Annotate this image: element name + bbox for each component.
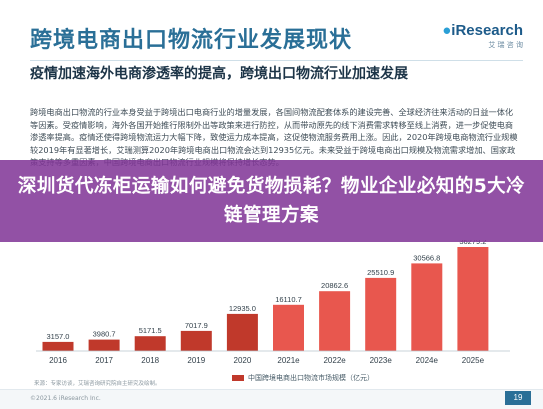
value-label-2016: 3157.0 (47, 332, 70, 341)
category-label-2017: 2017 (95, 356, 113, 365)
bar-2023e (365, 277, 397, 351)
value-label-2025e: 36279.2 (459, 240, 486, 246)
category-label-2016: 2016 (49, 356, 67, 365)
page-number-badge: 19 (505, 391, 531, 405)
bar-2024e (411, 263, 443, 351)
value-label-2021e: 16110.7 (275, 295, 302, 304)
bar-2017 (88, 339, 120, 351)
bar-2016 (42, 341, 74, 351)
category-label-2019: 2019 (187, 356, 205, 365)
headline-banner-text[interactable]: 深圳货代冻柜运输如何避免货物损耗？物业企业必知的5大冷链管理方案 (17, 176, 526, 226)
title-divider (30, 60, 523, 61)
brand-name-text: iResearch (451, 22, 523, 39)
bar-2019 (180, 330, 212, 351)
value-label-2024e: 30566.8 (413, 253, 440, 262)
section-subtitle: 疫情加速海外电商渗透率的提高，跨境出口物流行业加速发展 (30, 66, 408, 82)
category-label-2025e: 2025e (462, 356, 485, 365)
category-label-2020: 2020 (234, 356, 252, 365)
category-label-2024e: 2024e (416, 356, 439, 365)
legend-swatch (232, 375, 244, 381)
bar-2025e (457, 247, 489, 351)
brand-subtitle: 艾 瑞 咨 询 (488, 41, 523, 49)
value-label-2020: 12935.0 (229, 304, 256, 313)
source-note: 来源：专家访谈，艾瑞咨询研究院自主研究及绘制。 (34, 381, 161, 387)
brand-dot-icon: ● (442, 22, 452, 39)
bar-2021e (273, 304, 304, 351)
category-label-2021e: 2021e (277, 356, 300, 365)
brand-name: ●iResearch (442, 22, 523, 39)
value-label-2019: 7017.9 (185, 321, 208, 330)
chart-legend: 中国跨境电商出口物流市场规模（亿元） (232, 373, 374, 383)
bar-2022e (319, 291, 351, 351)
category-label-2018: 2018 (141, 356, 159, 365)
headline-banner (0, 160, 543, 242)
value-label-2023e: 25510.9 (367, 268, 394, 277)
legend-label: 中国跨境电商出口物流市场规模（亿元） (248, 374, 374, 382)
category-label-2023e: 2023e (370, 356, 393, 365)
brand-logo: ●iResearch 艾 瑞 咨 询 (442, 22, 523, 50)
bar-group: 3157.0 2016 3980.7 2017 5171.5 2018 7017.9 2019… (42, 240, 489, 365)
footer-bar (0, 389, 543, 409)
category-label-2022e: 2022e (323, 356, 346, 365)
copyright-text: ©2021.6 iResearch Inc. (30, 395, 101, 402)
value-label-2022e: 20862.6 (321, 281, 348, 290)
bar-2018 (134, 336, 166, 351)
page-title: 跨境电商出口物流行业发展现状 (30, 28, 353, 53)
value-label-2017: 3980.7 (93, 330, 116, 339)
value-label-2018: 5171.5 (139, 326, 162, 335)
bar-2020 (226, 313, 258, 351)
bar-chart: 3157.0 2016 3980.7 2017 5171.5 2018 7017.9 2019… (36, 240, 510, 365)
